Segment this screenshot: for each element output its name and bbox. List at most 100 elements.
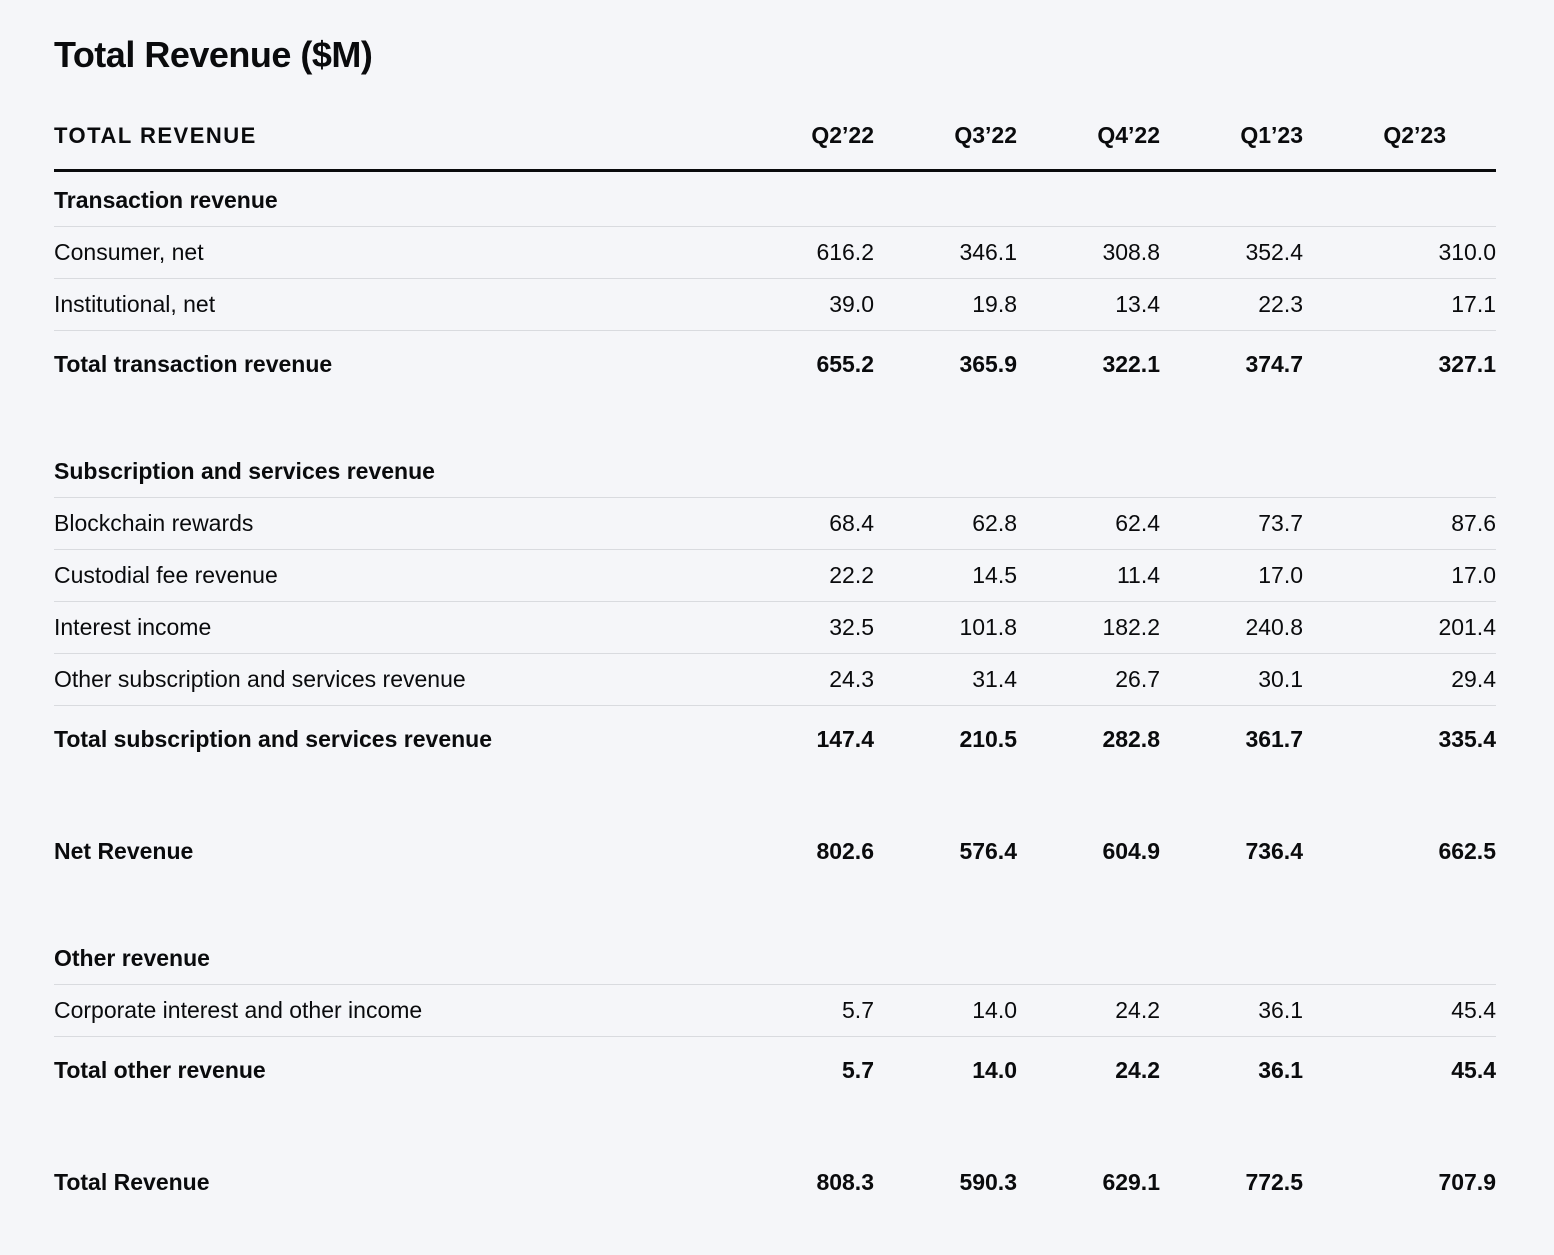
page-title: Total Revenue ($M) [54,34,373,75]
table-header: TOTAL REVENUE Q2’22 Q3’22 Q4’22 Q1’23 Q2… [54,122,1496,171]
net-revenue-row: Net Revenue 802.6 576.4 604.9 736.4 662.5 [54,818,1496,884]
row-label: Total Revenue [54,1169,210,1196]
value-cell: 802.6 [816,838,874,865]
value-cell: 17.0 [1451,562,1496,589]
value-cell: 87.6 [1451,510,1496,537]
column-header-q4-22: Q4’22 [1097,122,1160,149]
value-cell: 73.7 [1258,510,1303,537]
value-cell: 32.5 [829,614,874,641]
value-cell: 240.8 [1245,614,1303,641]
value-cell: 62.8 [972,510,1017,537]
value-cell: 655.2 [816,351,874,378]
total-subscription-and-services-revenue-row: Total subscription and services revenue 1… [54,706,1496,773]
empty-cell [1160,171,1303,227]
value-cell: 201.4 [1438,614,1496,641]
value-cell: 22.3 [1258,291,1303,318]
value-cell: 147.4 [816,726,874,753]
empty-cell [731,930,874,985]
table-header-row: TOTAL REVENUE Q2’22 Q3’22 Q4’22 Q1’23 Q2… [54,122,1496,171]
value-cell: 604.9 [1102,838,1160,865]
empty-cell [1303,171,1496,227]
value-cell: 45.4 [1451,997,1496,1024]
empty-cell [731,443,874,498]
value-cell: 616.2 [816,239,874,266]
value-cell: 5.7 [842,1057,874,1084]
value-cell: 24.2 [1115,1057,1160,1084]
value-cell: 352.4 [1245,239,1303,266]
row-label: Transaction revenue [54,187,278,214]
spacer-cell [54,884,1496,930]
empty-cell [731,171,874,227]
value-cell: 365.9 [959,351,1017,378]
value-cell: 182.2 [1102,614,1160,641]
value-cell: 310.0 [1438,239,1496,266]
spacer-row [54,884,1496,930]
value-cell: 5.7 [842,997,874,1024]
custodial-fee-revenue-row: Custodial fee revenue 22.2 14.5 11.4 17.0 17.… [54,550,1496,602]
row-label: Institutional, net [54,291,216,318]
value-cell: 22.2 [829,562,874,589]
value-cell: 17.1 [1451,291,1496,318]
institutional-net-row: Institutional, net 39.0 19.8 13.4 22.3 17.1 [54,279,1496,331]
value-cell: 346.1 [959,239,1017,266]
value-cell: 11.4 [1116,562,1160,589]
transaction-revenue-row: Transaction revenue [54,171,1496,227]
subscription-and-services-revenue-row: Subscription and services revenue [54,443,1496,498]
value-cell: 361.7 [1245,726,1303,753]
interest-income-row: Interest income 32.5 101.8 182.2 240.8 201.4 [54,602,1496,654]
spacer-row [54,1103,1496,1149]
spacer-row [54,772,1496,818]
total-other-revenue-row: Total other revenue 5.7 14.0 24.2 36.1 45.4 [54,1037,1496,1104]
value-cell: 14.5 [972,562,1017,589]
value-cell: 808.3 [816,1169,874,1196]
value-cell: 308.8 [1102,239,1160,266]
value-cell: 39.0 [829,291,874,318]
value-cell: 13.4 [1115,291,1160,318]
empty-cell [1160,443,1303,498]
value-cell: 14.0 [972,1057,1017,1084]
row-label: Net Revenue [54,838,194,865]
row-label: Subscription and services revenue [54,458,435,485]
corporate-interest-and-other-income-row: Corporate interest and other income 5.7 14… [54,985,1496,1037]
table-body: Transaction revenue Consumer, net 616.2 346… [54,171,1496,1216]
value-cell: 62.4 [1115,510,1160,537]
empty-cell [874,443,1017,498]
value-cell: 36.1 [1258,997,1303,1024]
value-cell: 282.8 [1102,726,1160,753]
column-header-q2-23: Q2’23 [1383,122,1446,149]
empty-cell [1160,930,1303,985]
empty-cell [874,171,1017,227]
empty-cell [1017,930,1160,985]
blockchain-rewards-row: Blockchain rewards 68.4 62.8 62.4 73.7 87.6 [54,498,1496,550]
row-label: Custodial fee revenue [54,562,278,589]
value-cell: 29.4 [1451,666,1496,693]
value-cell: 26.7 [1115,666,1160,693]
column-header-q1-23: Q1’23 [1240,122,1303,149]
empty-cell [1017,171,1160,227]
value-cell: 17.0 [1258,562,1303,589]
value-cell: 322.1 [1102,351,1160,378]
spacer-row [54,397,1496,443]
empty-cell [1303,443,1496,498]
value-cell: 45.4 [1451,1057,1496,1084]
value-cell: 36.1 [1258,1057,1303,1084]
total-transaction-revenue-row: Total transaction revenue 655.2 365.9 322.1… [54,331,1496,398]
spacer-cell [54,397,1496,443]
value-cell: 19.8 [972,291,1017,318]
value-cell: 24.2 [1115,997,1160,1024]
value-cell: 374.7 [1245,351,1303,378]
table-header-label: TOTAL REVENUE [54,123,257,149]
other-subscription-and-services-revenue-row: Other subscription and services revenue 2… [54,654,1496,706]
empty-cell [874,930,1017,985]
value-cell: 629.1 [1102,1169,1160,1196]
row-label: Other subscription and services revenue [54,666,466,693]
empty-cell [1017,443,1160,498]
value-cell: 30.1 [1258,666,1303,693]
value-cell: 736.4 [1245,838,1303,865]
row-label: Total other revenue [54,1057,266,1084]
row-label: Consumer, net [54,239,204,266]
total-revenue-row: Total Revenue 808.3 590.3 629.1 772.5 707.9 [54,1149,1496,1215]
other-revenue-row: Other revenue [54,930,1496,985]
value-cell: 707.9 [1438,1169,1496,1196]
